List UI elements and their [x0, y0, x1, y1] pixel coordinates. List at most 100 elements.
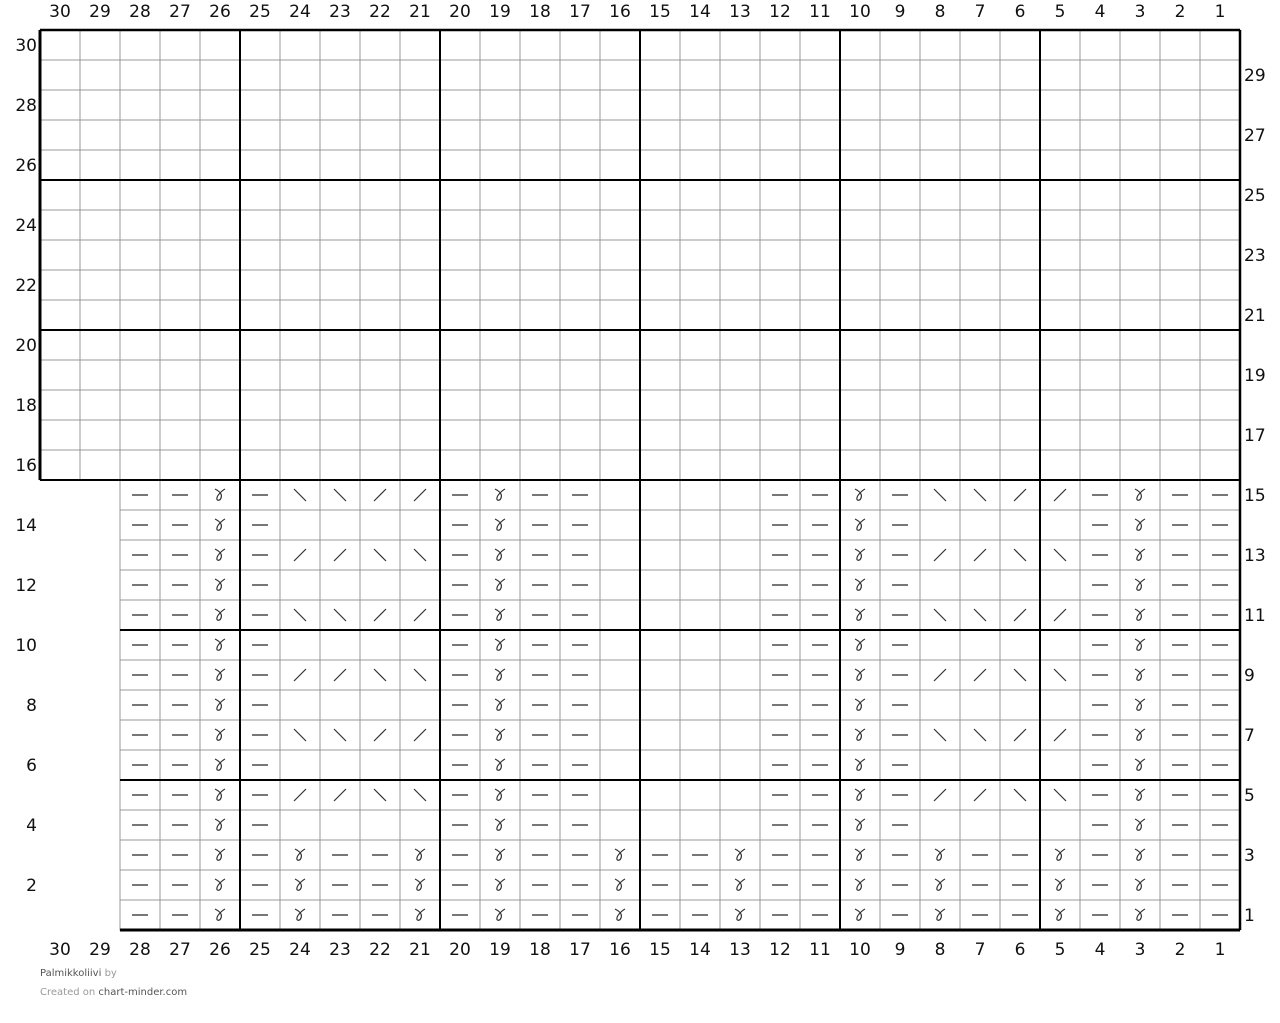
chart-cell: [279, 389, 321, 421]
twisted-stitch-symbol: [1134, 878, 1146, 891]
chart-cell: [559, 269, 601, 301]
chart-cell: [479, 329, 521, 361]
chart-cell: [639, 329, 681, 361]
chart-cell: [359, 509, 401, 541]
chart-cell: [279, 839, 321, 871]
column-number-top: 19: [489, 2, 511, 22]
column-number-bottom: 7: [975, 940, 986, 960]
chart-cell: [599, 539, 641, 571]
chart-cell: [479, 899, 521, 931]
chart-cell: [719, 239, 761, 271]
twisted-stitch-symbol: [854, 758, 866, 771]
chart-cell: [959, 269, 1001, 301]
chart-cell: [559, 209, 601, 241]
chart-cell: [719, 509, 761, 541]
chart-cell: [1159, 359, 1201, 391]
chart-cell: [759, 359, 801, 391]
row-number-left: 16: [15, 456, 37, 476]
twisted-stitch-symbol: [494, 698, 506, 711]
chart-cell: [1119, 479, 1161, 511]
chart-cell: [679, 689, 721, 721]
backslash-cable-symbol: [1053, 788, 1067, 802]
column-number-top: 22: [369, 2, 391, 22]
chart-cell: [1079, 449, 1121, 481]
chart-cell: [919, 59, 961, 91]
chart-cell: [639, 539, 681, 571]
chart-cell: [759, 59, 801, 91]
chart-cell: [199, 809, 241, 841]
chart-cell: [599, 689, 641, 721]
chart-cell: [159, 269, 201, 301]
chart-cell: [119, 299, 161, 331]
chart-cell: [1119, 389, 1161, 421]
chart-cell: [839, 659, 881, 691]
chart-cell: [639, 359, 681, 391]
chart-cell: [599, 269, 641, 301]
chart-cell: [399, 59, 441, 91]
chart-cell: [279, 179, 321, 211]
slash-cable-symbol: [373, 488, 387, 502]
chart-cell: [159, 359, 201, 391]
chart-cell: [879, 389, 921, 421]
chart-cell: [439, 179, 481, 211]
chart-cell: [599, 569, 641, 601]
chart-cell: [919, 689, 961, 721]
chart-cell: [1119, 599, 1161, 631]
chart-cell: [839, 149, 881, 181]
slash-cable-symbol: [973, 668, 987, 682]
twisted-stitch-symbol: [1134, 818, 1146, 831]
chart-cell: [839, 509, 881, 541]
chart-cell: [919, 389, 961, 421]
chart-cell: [399, 629, 441, 661]
chart-cell: [279, 449, 321, 481]
chart-cell: [199, 599, 241, 631]
chart-cell: [799, 89, 841, 121]
twisted-stitch-symbol: [1054, 848, 1066, 861]
row-number-left: 12: [15, 576, 37, 596]
column-number-bottom: 6: [1015, 940, 1026, 960]
chart-cell: [239, 149, 281, 181]
chart-cell: [799, 119, 841, 151]
chart-cell: [519, 209, 561, 241]
chart-cell: [719, 779, 761, 811]
column-number-top: 3: [1135, 2, 1146, 22]
chart-cell: [319, 269, 361, 301]
chart-cell: [319, 299, 361, 331]
chart-cell: [999, 569, 1041, 601]
slash-cable-symbol: [293, 668, 307, 682]
chart-cell: [719, 329, 761, 361]
chart-cell: [679, 359, 721, 391]
chart-cell: [719, 149, 761, 181]
chart-cell: [319, 149, 361, 181]
chart-cell: [959, 749, 1001, 781]
chart-cell: [1199, 299, 1241, 331]
twisted-stitch-symbol: [494, 548, 506, 561]
twisted-stitch-symbol: [854, 698, 866, 711]
chart-cell: [399, 29, 441, 61]
twisted-stitch-symbol: [734, 908, 746, 921]
chart-cell: [399, 809, 441, 841]
chart-cell: [1199, 359, 1241, 391]
chart-cell: [79, 419, 121, 451]
chart-cell: [279, 29, 321, 61]
chart-cell: [959, 299, 1001, 331]
column-number-top: 21: [409, 2, 431, 22]
chart-cell: [359, 449, 401, 481]
chart-cell: [879, 89, 921, 121]
chart-cell: [1119, 59, 1161, 91]
chart-cell: [519, 359, 561, 391]
chart-cell: [599, 209, 641, 241]
chart-cell: [639, 269, 681, 301]
chart-cell: [399, 119, 441, 151]
chart-cell: [839, 359, 881, 391]
chart-cell: [1079, 299, 1121, 331]
backslash-cable-symbol: [973, 608, 987, 622]
chart-cell: [719, 749, 761, 781]
chart-cell: [599, 89, 641, 121]
site-link[interactable]: chart-minder.com: [98, 987, 188, 998]
slash-cable-symbol: [293, 788, 307, 802]
chart-cell: [1039, 89, 1081, 121]
chart-cell: [999, 359, 1041, 391]
chart-cell: [1199, 269, 1241, 301]
chart-cell: [639, 449, 681, 481]
